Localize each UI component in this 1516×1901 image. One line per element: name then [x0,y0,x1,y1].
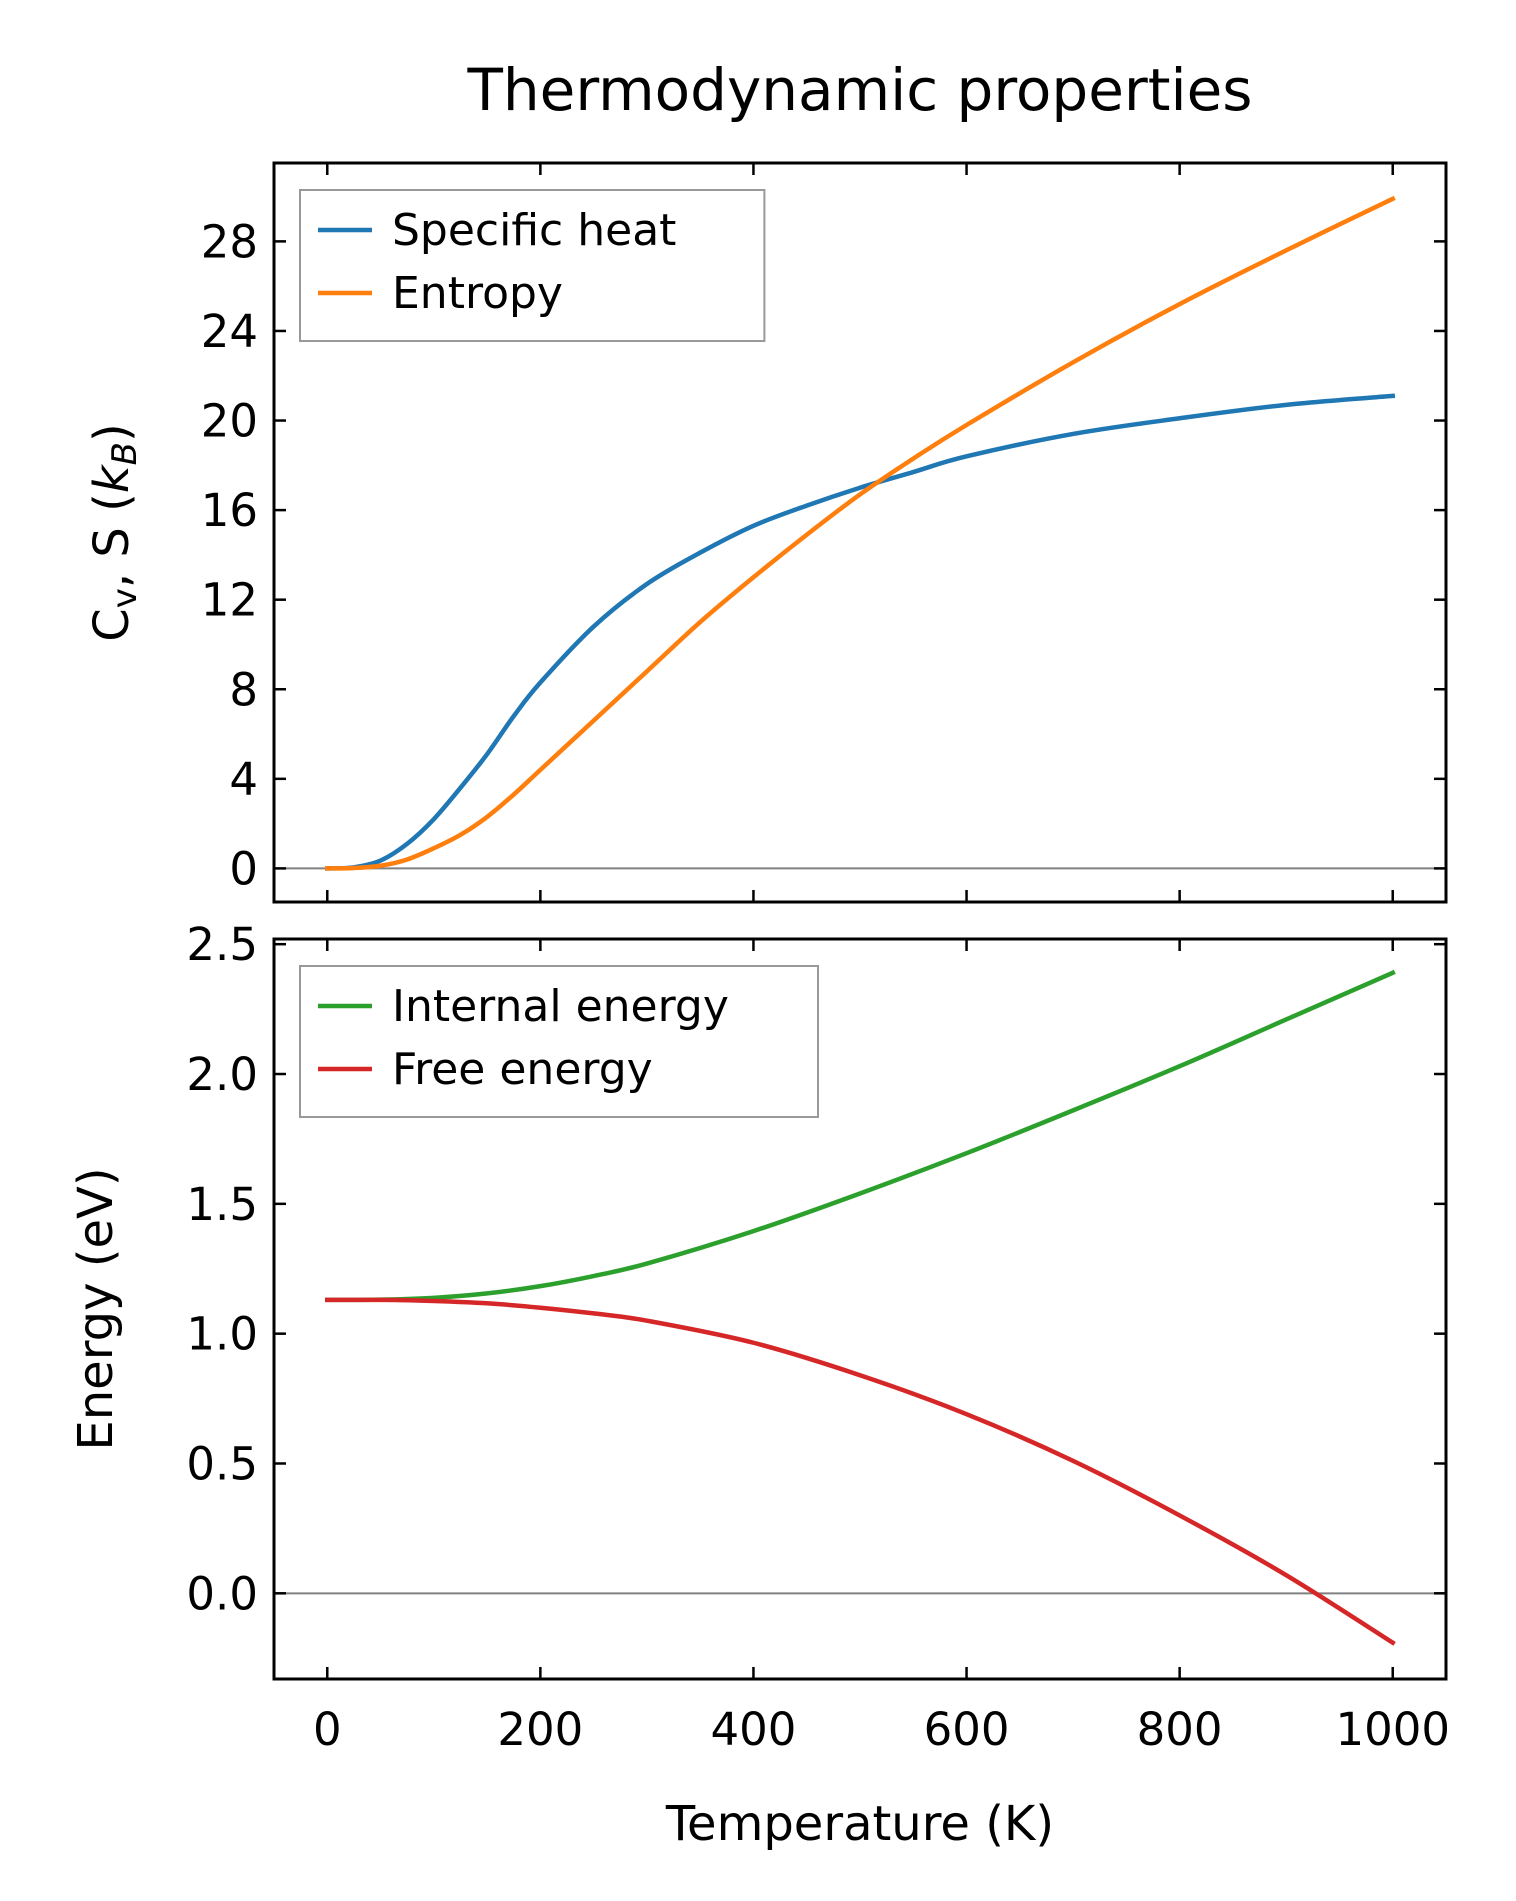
legend-label: Specific heat [392,205,676,256]
y-tick-label: 4 [229,753,258,806]
y-tick-label: 1.0 [186,1308,258,1361]
x-tick-label: 400 [711,1703,797,1756]
panel-1: 0 4 8 12 16 20 24 28 Cv​, S (kB​) Specific heat En… [84,161,1448,904]
x-axis-label: Temperature (K) [665,1796,1054,1852]
legend-box [299,965,819,1118]
x-tick-label: 600 [924,1703,1010,1756]
y-tick-label: 16 [201,484,258,537]
y-tick-label: 28 [201,215,258,268]
series-line-entropy [324,195,1396,871]
x-tick-label: 800 [1137,1703,1223,1756]
legend-box [299,189,766,342]
x-tick-label: 1000 [1335,1703,1450,1756]
legend-label: Entropy [392,268,563,319]
y-tick-label: 1.5 [186,1178,258,1231]
legend-label: Internal energy [392,981,729,1032]
y-tick-label: 24 [201,305,258,358]
x-tick-label: 200 [497,1703,583,1756]
axes-frame [272,937,1448,1681]
y-tick-label: 12 [201,574,258,627]
series-line-internal-energy [325,969,1396,1303]
y-tick-label: 8 [229,663,258,716]
chart-title: Thermodynamic properties [466,56,1252,124]
y-tick-label: 0.0 [186,1567,258,1620]
panel-2: 0 200 400 600 800 1000 0.0 0.5 1.0 1.5 2.0 2.5 Energ… [68,918,1450,1756]
y-tick-label: 2.0 [186,1048,258,1101]
y-tick-label: 0 [229,842,258,895]
y-axis-label: Energy (eV) [68,1167,124,1450]
y-tick-label: 0.5 [186,1437,258,1490]
axes-frame [272,161,1448,904]
x-tick-label: 0 [313,1703,342,1756]
y-axis-label: Cv​, S (kB​) [84,423,145,641]
y-tick-label: 20 [201,395,258,448]
series-line-free-energy [325,1297,1396,1646]
series-line-specific-heat [324,393,1396,871]
legend-label: Free energy [392,1044,653,1095]
y-tick-label: 2.5 [186,918,258,971]
